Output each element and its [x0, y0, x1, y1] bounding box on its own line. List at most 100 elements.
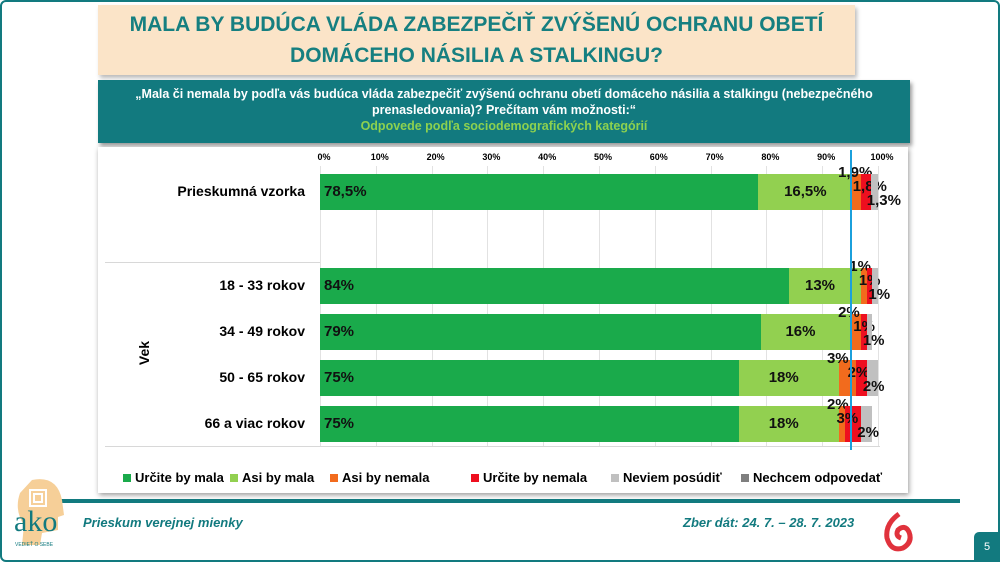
- bar-segment: [855, 360, 867, 396]
- legend-swatch: [123, 473, 131, 482]
- gridline: [878, 166, 879, 446]
- legend-swatch: [230, 473, 238, 482]
- bar-segment: [838, 406, 845, 442]
- bar-segment: [320, 268, 789, 304]
- data-label: 2%: [826, 396, 849, 413]
- x-tick-label: 40%: [538, 152, 557, 162]
- data-label: 78,5%: [324, 183, 367, 200]
- ako-logo-head: [17, 479, 64, 545]
- legend-item: Nechcem odpovedať: [741, 470, 882, 485]
- bar-segment: [320, 314, 761, 350]
- legend-item: Určite by nemala: [471, 470, 587, 485]
- gridline: [710, 166, 712, 446]
- bar-segment: [844, 406, 862, 442]
- legend-label: Asi by nemala: [342, 470, 430, 485]
- category-label: 66 a viac rokov: [204, 415, 305, 431]
- data-label: 1,3%: [866, 192, 901, 209]
- x-tick-label: 10%: [370, 152, 389, 162]
- gridline: [375, 166, 377, 446]
- data-label: 16,5%: [784, 183, 827, 200]
- data-label: 18%: [768, 415, 799, 432]
- bar-segment: [860, 174, 871, 210]
- group-label: Vek: [136, 340, 153, 366]
- legend-swatch: [741, 473, 749, 482]
- x-tick-label: 20%: [426, 152, 445, 162]
- data-label: 18%: [768, 369, 799, 386]
- bar-segment: [738, 360, 839, 396]
- category-label: 50 - 65 rokov: [219, 369, 305, 385]
- gridline: [766, 166, 768, 446]
- gridline: [599, 166, 600, 446]
- bar-segment: [320, 360, 739, 396]
- data-label: 84%: [324, 277, 355, 294]
- slide-title: MALA BY BUDÚCA VLÁDA ZABEZPEČIŤ ZVÝŠENÚ …: [98, 5, 855, 75]
- x-tick-label: 30%: [482, 152, 501, 162]
- legend-label: Určite by nemala: [483, 470, 588, 485]
- bar-segment: [861, 406, 873, 442]
- gridline: [543, 166, 545, 446]
- bar-segment: [758, 174, 851, 210]
- bar-segment: [870, 174, 878, 210]
- legend-item: Asi by nemala: [330, 470, 429, 485]
- legend-label: Nechcem odpovedať: [753, 470, 883, 485]
- data-label: 2%: [857, 424, 879, 441]
- question-box: „Mala či nemala by podľa vás budúca vlád…: [98, 80, 910, 143]
- legend-label: Určite by mala: [135, 470, 224, 485]
- bar-segment: [760, 314, 851, 350]
- bar-segment: [320, 174, 759, 210]
- x-tick-label: 50%: [593, 152, 613, 162]
- gridline: [822, 166, 824, 446]
- page-number: 5: [974, 532, 1000, 562]
- legend-swatch: [330, 473, 338, 482]
- x-tick-label: 60%: [649, 152, 668, 162]
- bar-segment: [861, 268, 867, 304]
- x-tick-label: 100%: [870, 152, 894, 162]
- legend-item: Neviem posúdiť: [611, 470, 722, 485]
- reference-line: [850, 150, 853, 450]
- data-label: 75%: [324, 369, 355, 386]
- data-label: 1,8%: [853, 178, 887, 195]
- gridline: [320, 166, 321, 446]
- data-label: 3%: [826, 350, 849, 367]
- bar-segment: [320, 406, 739, 442]
- bar-segment: [850, 174, 861, 210]
- footer-collection-dates: Zber dát: 24. 7. – 28. 7. 2023: [683, 515, 855, 530]
- data-label: 2%: [862, 378, 885, 395]
- data-label: 16%: [785, 323, 816, 340]
- gridline: [654, 166, 656, 446]
- bar-segment: [872, 268, 878, 304]
- x-tick-label: 70%: [705, 152, 724, 162]
- footer-divider: [35, 499, 960, 503]
- gridline: [431, 166, 433, 446]
- x-tick-label: 0%: [317, 152, 331, 162]
- data-label: 3%: [836, 410, 859, 427]
- gridline: [487, 166, 489, 446]
- legend-label: Neviem posúdiť: [623, 470, 722, 485]
- group-divider: [105, 262, 320, 263]
- spiral-logo-icon: [884, 511, 913, 552]
- data-label: 79%: [324, 323, 355, 340]
- bar-segment: [866, 360, 878, 396]
- legend-swatch: [471, 473, 479, 482]
- x-tick-label: 90%: [817, 152, 836, 162]
- bar-segment: [788, 268, 862, 304]
- footer-survey-name: Prieskum verejnej mienky: [83, 515, 243, 530]
- data-label: 2%: [838, 304, 860, 321]
- x-tick-label: 80%: [761, 152, 780, 162]
- data-label: 2%: [847, 364, 870, 381]
- data-label: 13%: [804, 277, 836, 294]
- question-line-2: prenasledovania)? Prečítam vám možnosti:…: [372, 103, 636, 117]
- data-label: 1%: [849, 258, 871, 275]
- ako-logo-tagline: VEDIEŤ O SEBE: [15, 542, 54, 548]
- category-label: 18 - 33 rokov: [219, 277, 305, 293]
- ako-logo-text: ako: [14, 505, 58, 538]
- category-label: Prieskumná vzorka: [177, 183, 305, 199]
- title-line-2: DOMÁCEHO NÁSILIA A STALKINGU?: [290, 44, 663, 67]
- question-subtitle: Odpovede podľa sociodemografických kateg…: [360, 119, 648, 133]
- legend-item: Určite by mala: [123, 470, 224, 485]
- question-line-1: „Mala či nemala by podľa vás budúca vlád…: [135, 87, 873, 101]
- data-label: 1%: [868, 286, 891, 303]
- legend-item: Asi by mala: [230, 470, 314, 485]
- bar-segment: [866, 314, 873, 350]
